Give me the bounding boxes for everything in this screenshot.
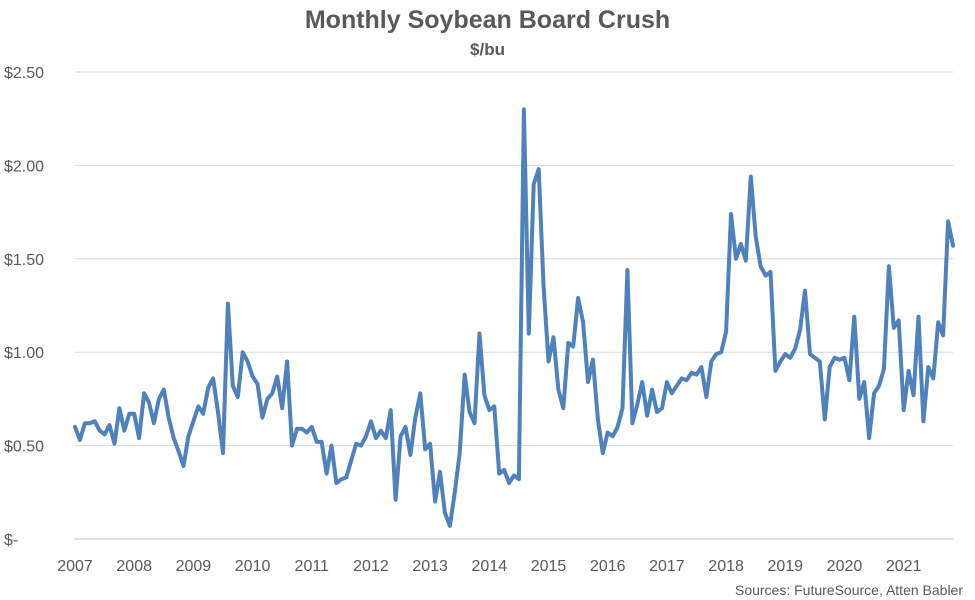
y-tick-label: $0.50	[4, 439, 44, 456]
y-tick-label: $2.50	[4, 65, 44, 82]
x-axis-tick-labels: 2007 2008 2009 2010 2011 2012 2013 2014 2015 2016…	[57, 558, 921, 575]
x-tick-label: 2017	[649, 558, 685, 575]
x-tick-label: 2009	[176, 558, 212, 575]
x-tick-label: 2015	[531, 558, 567, 575]
x-tick-label: 2008	[116, 558, 152, 575]
y-tick-label: $1.00	[4, 345, 44, 362]
x-tick-label: 2021	[886, 558, 922, 575]
x-tick-label: 2011	[295, 558, 330, 575]
x-tick-label: 2012	[353, 558, 389, 575]
x-tick-label: 2007	[57, 558, 93, 575]
x-tick-label: 2020	[827, 558, 863, 575]
series-layer	[73, 107, 955, 528]
x-tick-label: 2019	[767, 558, 803, 575]
x-tick-label: 2016	[590, 558, 626, 575]
y-axis-tick-labels: $- $0.50 $1.00 $1.50 $2.00 $2.50	[4, 65, 44, 549]
series-line-board-crush	[73, 107, 955, 528]
y-tick-label: $-	[4, 532, 18, 549]
chart-subtitle: $/bu	[470, 40, 505, 59]
x-tick-label: 2013	[412, 558, 448, 575]
source-note: Sources: FutureSource, Atten Babler	[734, 582, 963, 598]
y-tick-label: $2.00	[4, 158, 44, 175]
y-tick-label: $1.50	[4, 252, 44, 269]
x-tick-label: 2014	[472, 558, 508, 575]
x-tick-label: 2018	[708, 558, 744, 575]
chart-title: Monthly Soybean Board Crush	[304, 6, 671, 34]
x-tick-label: 2010	[235, 558, 271, 575]
gridlines	[75, 71, 953, 447]
